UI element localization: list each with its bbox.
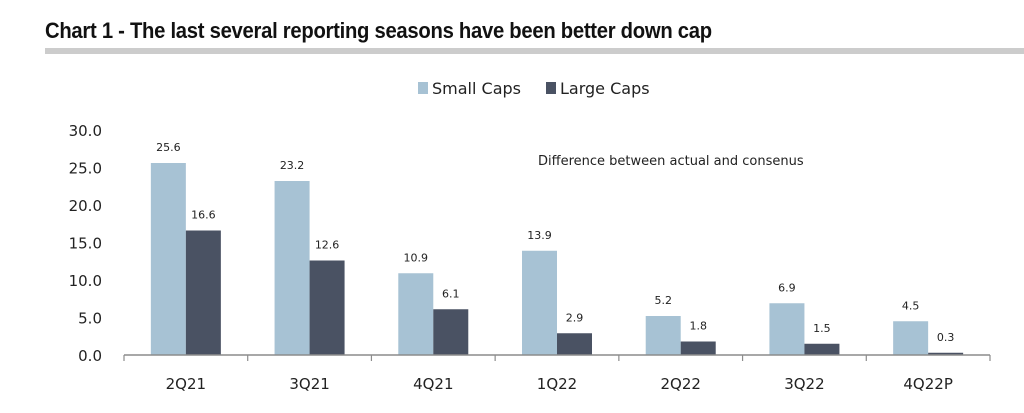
y-tick-label: 15.0 [69, 235, 102, 253]
y-axis: 0.0 5.0 10.0 15.0 20.0 25.0 30.0 [69, 122, 102, 365]
y-tick-label: 10.0 [69, 272, 102, 290]
bar-small-caps [769, 303, 805, 355]
bar-small-caps [150, 163, 186, 355]
data-label: 16.6 [191, 209, 216, 222]
data-label: 2.9 [566, 311, 584, 324]
bar-large-caps [804, 343, 840, 355]
y-tick-label: 25.0 [69, 160, 102, 178]
chart-title: Chart 1 - The last several reporting sea… [45, 18, 712, 43]
y-tick-label: 20.0 [69, 197, 102, 215]
x-tick-label: 3Q21 [289, 375, 329, 393]
x-tick-label: 4Q22P [903, 375, 952, 393]
x-axis: 2Q21 3Q21 4Q21 1Q22 2Q22 3Q22 4Q22P [123, 354, 991, 393]
bar-small-caps [274, 181, 310, 355]
bar-large-caps [928, 352, 964, 355]
x-tick-label: 1Q22 [537, 375, 577, 393]
data-label: 25.6 [156, 141, 181, 154]
bar-small-caps [893, 321, 929, 355]
bar-small-caps [645, 316, 681, 355]
bar-large-caps [680, 341, 716, 355]
legend-label: Large Caps [560, 79, 650, 98]
x-tick-label: 4Q21 [413, 375, 453, 393]
data-label: 4.5 [902, 299, 920, 312]
bar-small-caps [522, 250, 557, 355]
bar-large-caps [309, 260, 345, 355]
legend-swatch [546, 82, 556, 94]
y-tick-label: 0.0 [78, 347, 102, 365]
data-label: 1.5 [813, 322, 831, 335]
x-tick-label: 3Q22 [784, 375, 824, 393]
data-label: 6.1 [442, 287, 460, 300]
bar-large-caps [557, 333, 592, 355]
legend-label: Small Caps [432, 79, 521, 98]
x-tick-label: 2Q22 [660, 375, 700, 393]
data-label: 12.6 [315, 239, 340, 252]
legend: Small Caps Large Caps [418, 79, 650, 98]
bar-small-caps [398, 273, 434, 355]
data-label: 23.2 [280, 159, 305, 172]
bars: 25.6 16.6 23.2 12.6 10.9 6.1 13.9 2.9 5.2 1.8 6.9 1… [150, 141, 964, 355]
data-label: 0.3 [937, 331, 955, 344]
data-label: 10.9 [404, 251, 429, 264]
chart-annotation: Difference between actual and consenus [538, 154, 804, 169]
data-label: 1.8 [689, 320, 707, 333]
y-tick-label: 5.0 [78, 310, 102, 328]
data-label: 5.2 [654, 294, 672, 307]
title-divider [45, 48, 1024, 54]
bar-large-caps [433, 309, 469, 355]
data-label: 13.9 [527, 229, 552, 242]
x-tick-label: 2Q21 [166, 375, 206, 393]
data-label: 6.9 [778, 281, 796, 294]
legend-swatch [418, 82, 428, 94]
bar-large-caps [185, 230, 221, 355]
y-tick-label: 30.0 [69, 122, 102, 140]
